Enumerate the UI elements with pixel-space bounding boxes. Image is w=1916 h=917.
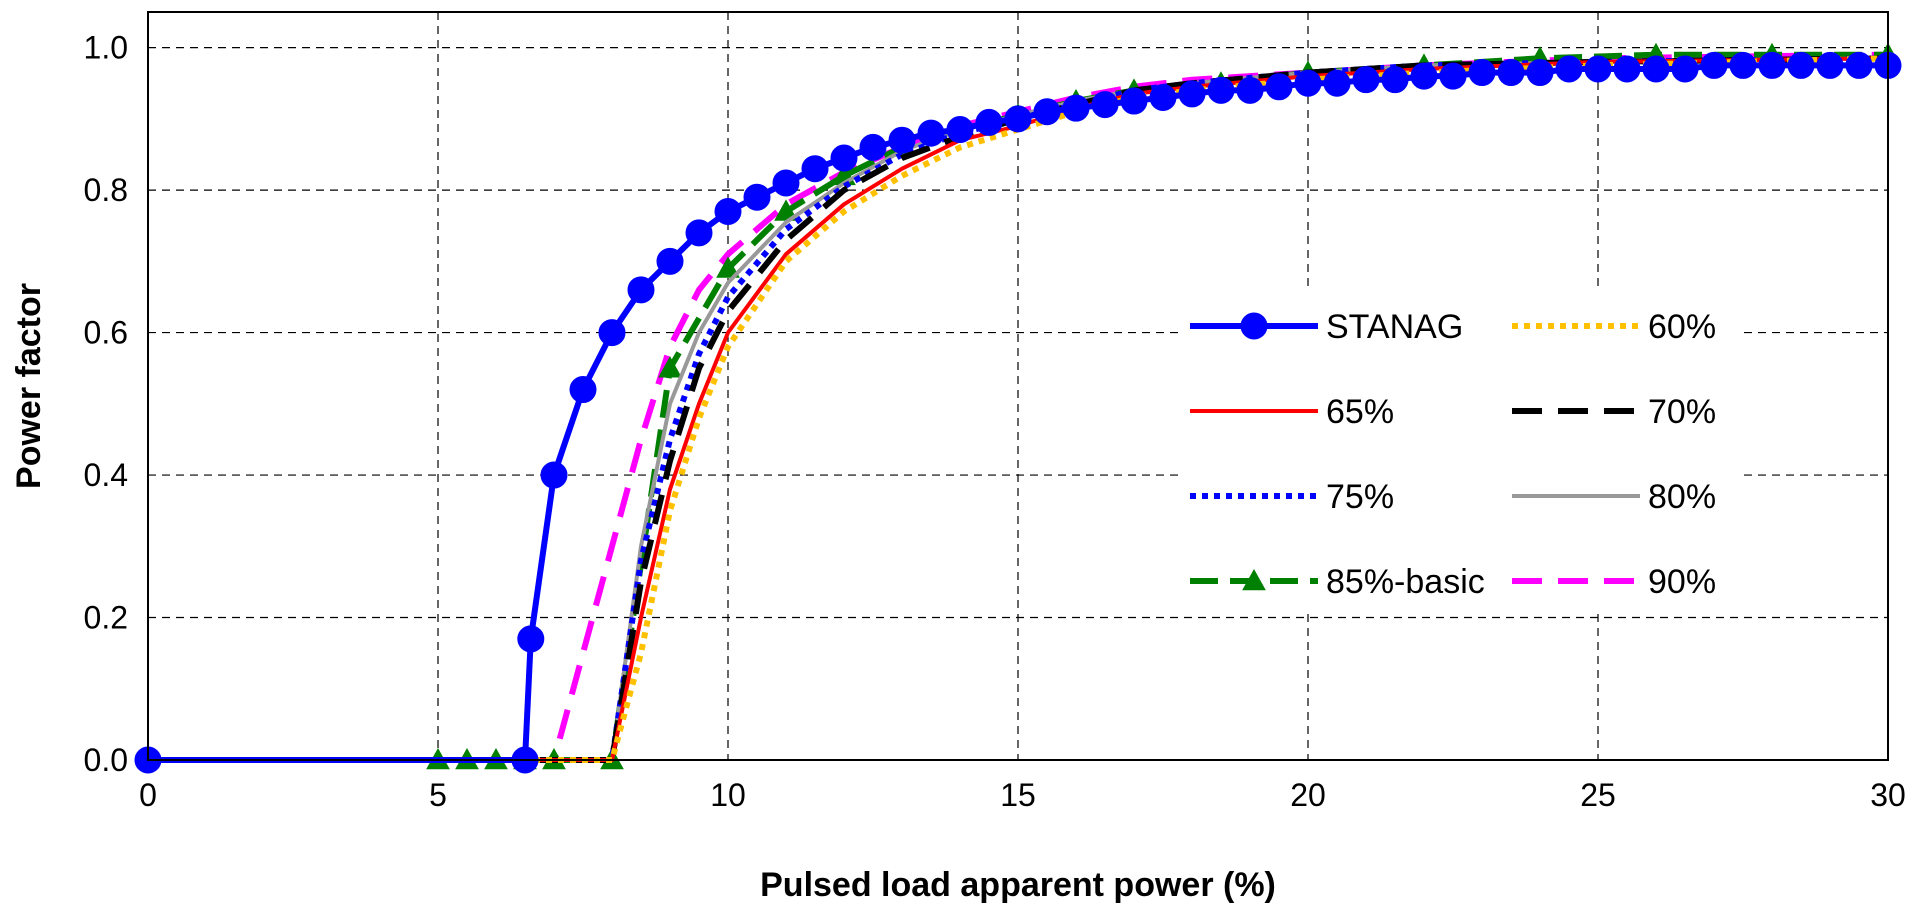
legend-label: 65%: [1326, 393, 1394, 431]
series-layer: [134, 42, 1902, 774]
data-point: [917, 119, 945, 147]
data-point: [1671, 55, 1699, 83]
data-point: [801, 155, 829, 183]
legend-item: 80%: [1512, 478, 1716, 516]
data-point: [714, 197, 742, 225]
data-point: [656, 247, 684, 275]
x-tick-label: 20: [1290, 777, 1326, 813]
data-point: [1236, 76, 1264, 104]
data-point: [1265, 73, 1293, 101]
legend-item: STANAG: [1190, 308, 1463, 346]
series-stanag: [134, 51, 1902, 774]
legend-marker: [1240, 312, 1268, 340]
legend-item: 85%-basic: [1190, 563, 1485, 601]
data-point: [772, 169, 800, 197]
data-point: [1642, 55, 1670, 83]
x-tick-label: 25: [1580, 777, 1616, 813]
data-point: [1091, 91, 1119, 119]
legend-label: 85%-basic: [1326, 563, 1485, 601]
data-point: [569, 376, 597, 404]
data-point: [1497, 59, 1525, 87]
data-point: [859, 133, 887, 161]
data-point: [627, 276, 655, 304]
data-point: [685, 219, 713, 247]
data-point: [1439, 62, 1467, 90]
data-point: [1178, 80, 1206, 108]
data-point: [1816, 51, 1844, 79]
data-point: [1033, 98, 1061, 126]
legend-label: 75%: [1326, 478, 1394, 516]
data-point: [1381, 66, 1409, 94]
legend: STANAG 60% 65% 70% 75% 80% 85%-basic 90%: [1180, 290, 1740, 610]
data-point: [1729, 51, 1757, 79]
data-point: [946, 116, 974, 144]
data-point: [517, 625, 545, 653]
data-point: [1526, 59, 1554, 87]
x-tick-label: 10: [710, 777, 746, 813]
legend-label: 80%: [1648, 478, 1716, 516]
series-70-: [438, 55, 1889, 763]
legend-label: 90%: [1648, 563, 1716, 601]
y-axis-title: Power factor: [10, 283, 48, 489]
x-tick-label: 30: [1870, 777, 1906, 813]
data-point: [888, 126, 916, 154]
legend-marker: [1242, 568, 1266, 591]
data-point: [598, 319, 626, 347]
data-point: [1294, 69, 1322, 97]
x-axis-title: Pulsed load apparent power (%): [760, 866, 1276, 904]
data-point: [1410, 62, 1438, 90]
data-point: [975, 108, 1003, 136]
legend-item: 75%: [1190, 478, 1394, 516]
plot-frame: [147, 11, 1889, 761]
x-tick-label: 15: [1000, 777, 1036, 813]
legend-item: 60%: [1512, 308, 1716, 346]
data-point: [716, 256, 740, 278]
data-point: [658, 356, 682, 378]
legend-item: 90%: [1512, 563, 1716, 601]
y-tick-label: 1.0: [84, 30, 128, 66]
data-point: [1207, 76, 1235, 104]
data-point: [1758, 51, 1786, 79]
data-point: [540, 461, 568, 489]
y-tick-label: 0.2: [84, 600, 128, 636]
data-point: [1149, 83, 1177, 111]
data-point: [830, 144, 858, 172]
y-tick-label: 0.4: [84, 457, 128, 493]
data-point: [1004, 105, 1032, 133]
y-tick-label: 0.6: [84, 315, 128, 351]
series-line: [438, 55, 1889, 763]
legend-label: 70%: [1648, 393, 1716, 431]
y-tick-label: 0.0: [84, 742, 128, 778]
x-tick-label: 5: [429, 777, 447, 813]
data-point: [743, 183, 771, 211]
data-point: [1323, 69, 1351, 97]
y-tick-label: 0.8: [84, 172, 128, 208]
data-point: [1613, 55, 1641, 83]
legend-label: 60%: [1648, 308, 1716, 346]
ticks: 0 5 10 15 20 25 30 0.0 0.2 0.4 0.6 0.8 1.0: [84, 30, 1906, 813]
data-point: [1352, 66, 1380, 94]
x-tick-label: 0: [139, 777, 157, 813]
data-point: [1062, 94, 1090, 122]
legend-item: 65%: [1190, 393, 1394, 431]
legend-label: STANAG: [1326, 308, 1463, 346]
data-point: [1584, 55, 1612, 83]
data-point: [1787, 51, 1815, 79]
data-point: [1845, 51, 1873, 79]
data-point: [1700, 51, 1728, 79]
legend-background: [1180, 290, 1740, 610]
data-point: [1555, 55, 1583, 83]
data-point: [1468, 59, 1496, 87]
data-point: [1120, 87, 1148, 115]
legend-item: 70%: [1512, 393, 1716, 431]
